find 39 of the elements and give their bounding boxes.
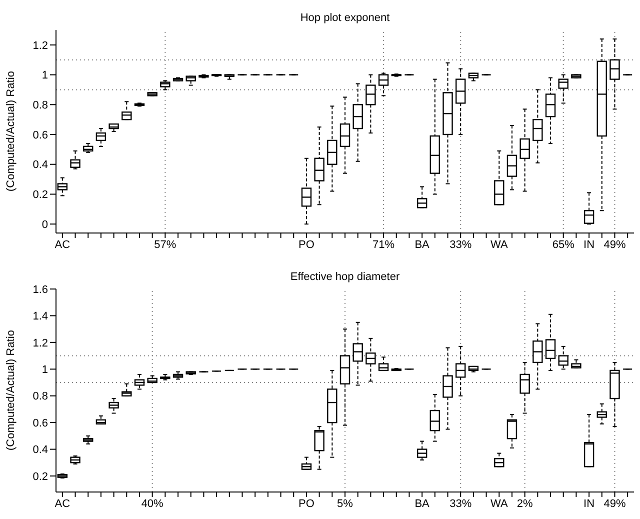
x-tick-label: 57%: [154, 238, 176, 251]
x-tick-label: 33%: [450, 238, 472, 251]
x-tick-label: BA: [414, 498, 430, 510]
x-tick-label: 65%: [552, 238, 575, 251]
y-tick-label: 0.4: [32, 159, 48, 172]
x-tick-label: PO: [298, 498, 315, 510]
x-tick-label: BA: [414, 238, 430, 251]
x-tick-label: PO: [298, 238, 315, 251]
x-tick-label: AC: [54, 498, 70, 510]
y-tick-label: 1: [42, 70, 48, 82]
y-tick-label: 0.8: [32, 390, 48, 403]
y-tick-label: 1.6: [32, 284, 48, 296]
x-tick-label: WA: [490, 498, 508, 510]
x-tick-label: 2%: [516, 498, 533, 510]
y-tick-label: 0.6: [32, 417, 48, 430]
chart-title: Effective hop diameter: [289, 271, 401, 283]
y-tick-label: 0.6: [32, 129, 48, 142]
y-tick-label: 1.2: [32, 337, 48, 350]
y-tick-label: 1: [42, 364, 48, 376]
y-tick-label: 0.4: [32, 444, 48, 456]
y-tick-label: 0.8: [32, 100, 48, 112]
x-tick-label: 71%: [372, 238, 395, 251]
y-tick-label: 0.2: [32, 189, 48, 202]
x-tick-label: 49%: [604, 238, 626, 251]
y-tick-label: 0: [42, 218, 48, 231]
x-tick-label: IN: [584, 498, 595, 510]
x-tick-label: 40%: [141, 498, 164, 510]
y-axis-title: (Computed/Actual) Ratio: [4, 71, 17, 192]
x-tick-label: IN: [584, 238, 595, 251]
x-tick-label: 5%: [337, 498, 354, 510]
y-tick-label: 1.2: [32, 40, 48, 52]
y-tick-label: 0.2: [32, 470, 48, 483]
chart-title: Hop plot exponent: [299, 12, 391, 24]
x-tick-label: WA: [490, 238, 508, 251]
x-tick-label: AC: [54, 238, 70, 251]
y-axis-title: (Computed/Actual) Ratio: [4, 330, 17, 450]
x-tick-label: 49%: [604, 498, 626, 510]
x-tick-label: 33%: [450, 498, 472, 510]
y-tick-label: 1.4: [32, 310, 48, 323]
